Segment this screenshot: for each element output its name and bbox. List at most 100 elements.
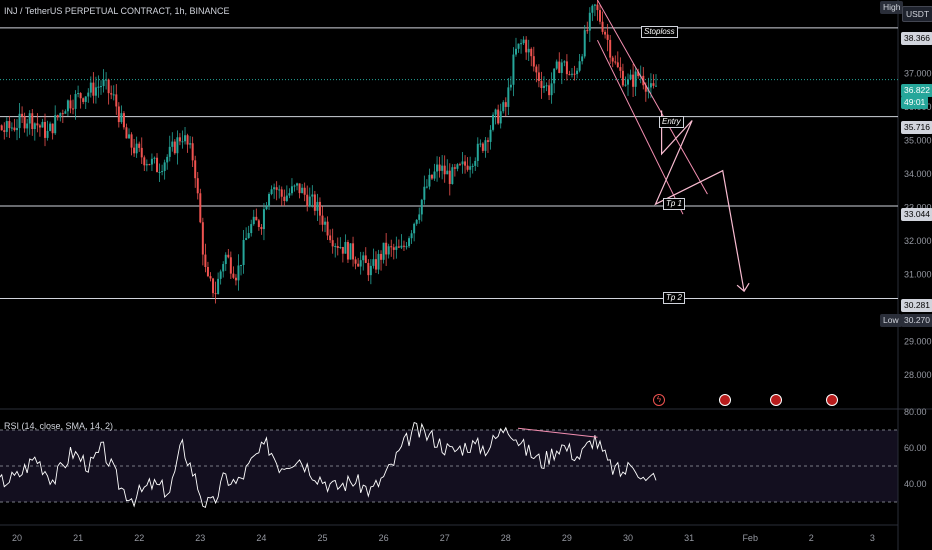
candle-body xyxy=(184,135,187,142)
candle-body xyxy=(392,247,395,250)
candle-body xyxy=(329,235,332,241)
candle-body xyxy=(588,12,591,31)
candle-body xyxy=(8,121,11,129)
x-tick-label: 26 xyxy=(379,533,389,543)
candle-body xyxy=(634,71,637,87)
candle-body xyxy=(611,57,614,62)
candle-body xyxy=(354,259,357,264)
candle-body xyxy=(402,245,405,247)
candle-body xyxy=(509,84,512,88)
candle-body xyxy=(469,166,472,170)
candle-body xyxy=(614,61,617,63)
candle-body xyxy=(194,160,197,179)
candle-body xyxy=(492,114,495,130)
candle-body xyxy=(352,243,355,260)
candle-body xyxy=(604,31,607,35)
candle-body xyxy=(362,255,365,261)
candle-body xyxy=(461,161,464,165)
candle-body xyxy=(621,70,624,86)
candle-body xyxy=(443,165,446,175)
rsi-title: RSI (14, close, SMA, 14, 2) xyxy=(4,421,114,431)
candle-body xyxy=(446,170,449,175)
lightning-event-icon[interactable]: ϟ xyxy=(653,394,665,406)
y-tick-label: 35.000 xyxy=(904,136,932,146)
candle-body xyxy=(107,79,110,94)
candle-body xyxy=(280,189,283,197)
candle-body xyxy=(250,224,253,234)
candle-body xyxy=(204,254,207,268)
candle-body xyxy=(5,121,8,132)
candle-body xyxy=(395,246,398,250)
candle-body xyxy=(100,86,103,88)
candle-body xyxy=(28,113,31,124)
candle-body xyxy=(257,220,260,227)
candle-body xyxy=(484,140,487,151)
candle-body xyxy=(453,167,456,169)
candle-body xyxy=(517,43,520,49)
candle-body xyxy=(92,82,95,96)
candle-body xyxy=(629,74,632,80)
candle-body xyxy=(36,123,39,126)
candle-body xyxy=(120,113,123,123)
stoploss-annotation[interactable]: Stoploss xyxy=(641,26,678,38)
candle-body xyxy=(56,115,59,118)
candle-body xyxy=(59,113,62,118)
candle-body xyxy=(438,164,441,171)
candle-body xyxy=(214,293,217,295)
candle-body xyxy=(89,82,92,93)
x-tick-label: 28 xyxy=(501,533,511,543)
x-tick-label: 24 xyxy=(256,533,266,543)
tp2-annotation[interactable]: Tp 2 xyxy=(663,292,686,304)
candle-body xyxy=(560,62,563,73)
candle-body xyxy=(408,238,411,247)
candle-body xyxy=(514,48,517,55)
candle-body xyxy=(54,115,57,134)
candle-body xyxy=(481,143,484,151)
y-tick-label: 29.000 xyxy=(904,336,932,346)
candle-body xyxy=(306,194,309,207)
channel-upper-line xyxy=(597,0,708,195)
x-tick-label: 3 xyxy=(870,533,875,543)
candle-body xyxy=(102,79,105,87)
candle-body xyxy=(537,72,540,81)
candle-body xyxy=(18,113,21,129)
candle-body xyxy=(334,246,337,248)
us-flag-event-icon[interactable] xyxy=(826,394,838,406)
candle-body xyxy=(273,187,276,190)
candle-body xyxy=(237,265,240,281)
candle-body xyxy=(133,147,136,154)
candle-body xyxy=(364,255,367,263)
candle-body xyxy=(540,80,543,88)
candle-body xyxy=(553,68,556,84)
us-flag-event-icon[interactable] xyxy=(719,394,731,406)
y-tick-label: 33.000 xyxy=(904,203,932,213)
candle-body xyxy=(138,143,141,148)
candle-body xyxy=(527,48,530,53)
y-tick-label: 28.000 xyxy=(904,370,932,380)
candle-body xyxy=(49,123,52,131)
tp1-annotation[interactable]: Tp 1 xyxy=(663,198,686,210)
candle-body xyxy=(644,85,647,92)
candle-body xyxy=(268,193,271,207)
candle-body xyxy=(296,183,299,186)
projection-arrowhead xyxy=(736,282,750,293)
entry-annotation[interactable]: Entry xyxy=(659,116,684,128)
candle-body xyxy=(290,186,293,194)
candle-body xyxy=(458,164,461,166)
candle-body xyxy=(555,61,558,69)
candle-body xyxy=(245,238,248,240)
x-tick-label: 22 xyxy=(134,533,144,543)
us-flag-event-icon[interactable] xyxy=(770,394,782,406)
candle-body xyxy=(158,171,161,173)
projection-path xyxy=(654,110,745,292)
candle-body xyxy=(72,108,75,110)
candle-body xyxy=(229,257,232,274)
x-tick-label: 2 xyxy=(809,533,814,543)
current-price-badge: 36.822 xyxy=(901,84,932,97)
candle-body xyxy=(489,129,492,142)
candle-body xyxy=(94,87,97,96)
currency-button[interactable]: USDT xyxy=(902,6,932,22)
candle-body xyxy=(64,111,67,114)
rsi-line xyxy=(0,422,657,509)
